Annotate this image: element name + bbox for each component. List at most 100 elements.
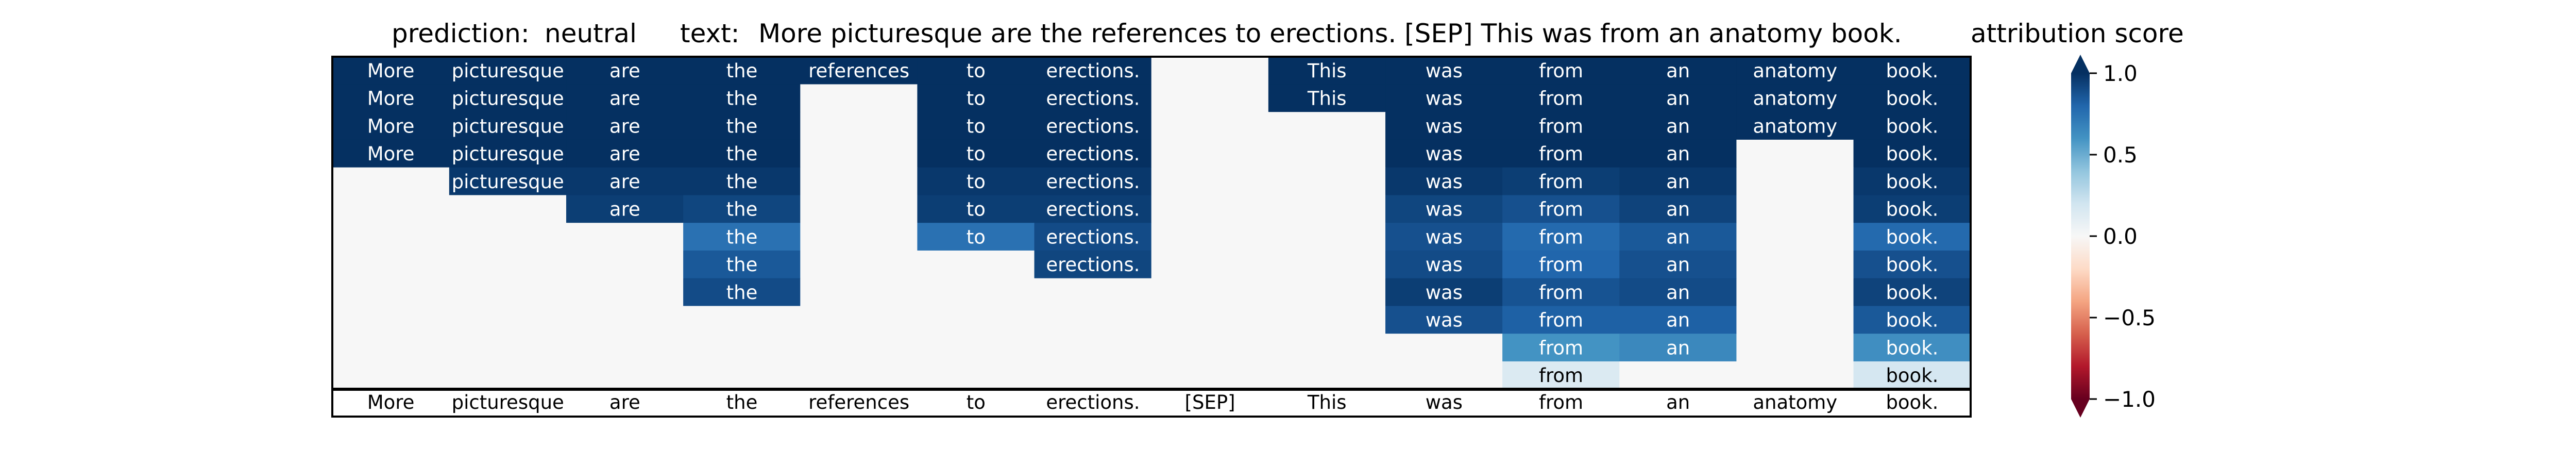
heatmap-cell [1034, 361, 1152, 390]
heatmap-cell [800, 56, 918, 85]
heatmap-cell-label: book. [1886, 364, 1938, 387]
heatmap-cell-label: are [609, 88, 640, 110]
heatmap-cell [1151, 306, 1269, 334]
heatmap-cell [1736, 361, 1854, 390]
heatmap-cell [1385, 84, 1503, 112]
token-label: This [1307, 391, 1347, 413]
heatmap-cell [332, 195, 450, 223]
heatmap-cell [1736, 250, 1854, 279]
heatmap-cell [332, 250, 450, 279]
heatmap-cell-label: from [1539, 60, 1583, 82]
heatmap-cell [1268, 250, 1386, 279]
token-label: More [367, 391, 415, 413]
heatmap-cell [800, 278, 918, 307]
heatmap-cell [800, 250, 918, 279]
heatmap-cell [1385, 139, 1503, 168]
heatmap-cell [332, 306, 450, 334]
heatmap-cell-label: book. [1886, 171, 1938, 193]
heatmap-cell-label: This [1307, 88, 1347, 110]
heatmap-cell [683, 278, 801, 307]
heatmap-cell [1502, 167, 1620, 196]
heatmap-cell [1151, 139, 1269, 168]
figure-header: prediction: neutral text: More picturesq… [392, 19, 1902, 48]
heatmap-cell-label: More [367, 115, 415, 137]
heatmap-cell-label: book. [1886, 88, 1938, 110]
heatmap-cell [917, 306, 1035, 334]
heatmap-cell [1502, 139, 1620, 168]
heatmap-cell-label: book. [1886, 309, 1938, 332]
heatmap-cell [1034, 139, 1152, 168]
heatmap-cell [1385, 334, 1503, 362]
heatmap-cell [683, 250, 801, 279]
heatmap-cell [917, 167, 1035, 196]
heatmap-cell-label: an [1666, 198, 1690, 221]
heatmap-cell-label: the [726, 88, 758, 110]
heatmap-cell [566, 361, 684, 390]
heatmap-cell [332, 334, 450, 362]
heatmap-cell-label: are [609, 60, 640, 82]
heatmap-cell-label: book. [1886, 254, 1938, 276]
heatmap-cell [1736, 195, 1854, 223]
heatmap-cell [1268, 56, 1386, 85]
heatmap-cell [1151, 56, 1269, 85]
heatmap-cell-label: from [1539, 254, 1583, 276]
heatmap-cell [800, 195, 918, 223]
heatmap-cell-label: the [726, 281, 758, 304]
colorbar: attribution score 1.0 0.5 0.0 −0.5 −1.0 [1971, 19, 2184, 418]
heatmap-cell-label: an [1666, 226, 1690, 248]
heatmap-cell [566, 306, 684, 334]
heatmap-cell [1034, 167, 1152, 196]
heatmap-cell [1268, 306, 1386, 334]
token-label: erections. [1046, 391, 1140, 413]
heatmap-cell [1853, 139, 1971, 168]
heatmap-cell-label: an [1666, 60, 1690, 82]
heatmap-cell [1736, 278, 1854, 307]
heatmap-cell [449, 223, 567, 251]
heatmap-cell [1853, 223, 1971, 251]
heatmap-cell-label: the [726, 60, 758, 82]
heatmap-cell-label: picturesque [452, 143, 564, 165]
heatmap-cell-label: book. [1886, 226, 1938, 248]
heatmap-cell [566, 334, 684, 362]
heatmap-cell [800, 167, 918, 196]
heatmap-cell [1853, 306, 1971, 334]
colorbar-title: attribution score [1971, 19, 2184, 48]
heatmap-cell [1151, 167, 1269, 196]
colorbar-min-extension [2071, 399, 2090, 418]
heatmap-cell-label: erections. [1046, 60, 1140, 82]
heatmap-cell-label: the [726, 143, 758, 165]
heatmap-cell-label: erections. [1046, 143, 1140, 165]
heatmap-cell [683, 112, 801, 140]
heatmap-cell [917, 250, 1035, 279]
heatmap-cell [1619, 112, 1737, 140]
heatmap-cell [1502, 195, 1620, 223]
heatmap-cell [1853, 84, 1971, 112]
heatmap-cell [449, 56, 567, 85]
heatmap-cell [1502, 250, 1620, 279]
heatmap-cell [449, 167, 567, 196]
heatmap-cell [1268, 167, 1386, 196]
heatmap-cell-label: More [367, 143, 415, 165]
heatmap-cell-label: was [1426, 226, 1463, 248]
heatmap-cell [800, 223, 918, 251]
heatmap-cell-label: an [1666, 254, 1690, 276]
heatmap-cell-label: an [1666, 88, 1690, 110]
heatmap-cell-label: was [1426, 254, 1463, 276]
heatmap-cell-label: This [1307, 60, 1347, 82]
heatmap-cell-label: from [1539, 143, 1583, 165]
heatmap-cell [1268, 112, 1386, 140]
heatmap-cell-label: picturesque [452, 115, 564, 137]
prediction-label: prediction: [392, 19, 530, 48]
heatmap-cell-label: from [1539, 226, 1583, 248]
heatmap-cell [1034, 56, 1152, 85]
heatmap-cell [1853, 278, 1971, 307]
token-label: was [1426, 391, 1463, 413]
heatmap-cell [1268, 84, 1386, 112]
heatmap-cell-label: to [967, 60, 986, 82]
heatmap-cell-label: to [967, 143, 986, 165]
heatmap-cell [1502, 278, 1620, 307]
heatmap-cell-label: erections. [1046, 226, 1140, 248]
heatmap-cell [1736, 112, 1854, 140]
heatmap-cell [1151, 195, 1269, 223]
heatmap-cell [1619, 195, 1737, 223]
